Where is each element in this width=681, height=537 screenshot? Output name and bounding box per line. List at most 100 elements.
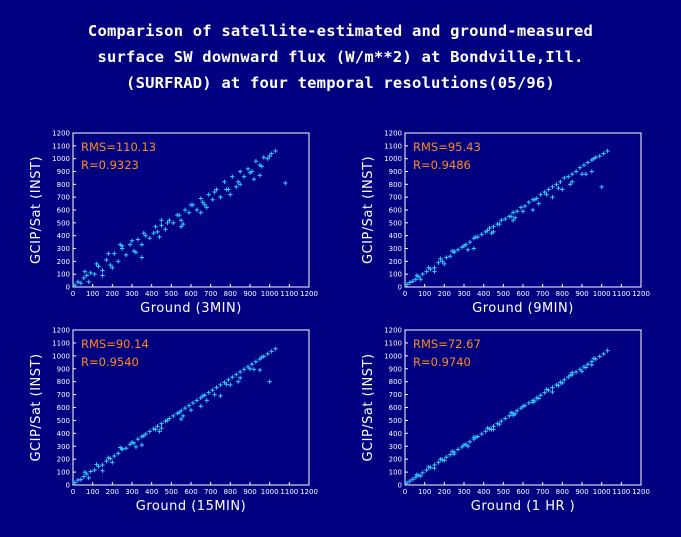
data-point xyxy=(273,346,278,351)
data-point xyxy=(269,349,274,354)
x-tick-label: 100 xyxy=(86,488,99,496)
data-point xyxy=(153,224,158,229)
data-point xyxy=(204,398,209,403)
data-point xyxy=(432,466,437,471)
plot-frame xyxy=(72,329,310,486)
data-point xyxy=(237,375,243,380)
data-point xyxy=(410,476,416,482)
data-point xyxy=(556,185,561,191)
data-point xyxy=(180,413,186,419)
data-point xyxy=(491,224,496,229)
data-point xyxy=(106,251,111,256)
data-point xyxy=(569,179,575,184)
data-point xyxy=(465,247,471,252)
data-point xyxy=(562,175,567,181)
data-point xyxy=(512,411,518,417)
data-point xyxy=(112,453,117,459)
data-point xyxy=(573,169,579,174)
y-tick-label: 800 xyxy=(57,181,70,189)
data-point xyxy=(81,275,87,281)
data-point xyxy=(566,174,571,179)
y-tick-label: 200 xyxy=(57,258,70,266)
data-point xyxy=(236,179,241,184)
r-annotation: R=0.9323 xyxy=(81,158,139,172)
x-tick-label: 800 xyxy=(556,290,569,298)
data-point xyxy=(483,429,488,434)
data-point xyxy=(108,456,113,461)
x-tick-label: 800 xyxy=(224,290,237,298)
data-point xyxy=(214,187,219,192)
x-tick-label: 200 xyxy=(106,488,119,496)
data-point xyxy=(509,214,514,219)
data-point xyxy=(165,418,170,423)
scatter-panel-1: 0 100 200 300 400 500 600 700 800 900 1000 1100 1200… xyxy=(29,130,318,317)
data-point xyxy=(167,218,172,223)
data-point xyxy=(247,366,253,371)
data-point xyxy=(520,209,526,214)
data-point xyxy=(222,179,227,184)
y-tick-label: 400 xyxy=(389,430,402,438)
y-tick-label: 300 xyxy=(389,245,402,253)
y-tick-label: 1100 xyxy=(52,142,70,150)
data-point xyxy=(171,220,176,226)
x-tick-label: 1100 xyxy=(612,488,630,496)
data-point xyxy=(194,398,200,403)
data-point xyxy=(442,458,447,463)
data-point xyxy=(436,260,441,265)
y-tick-label: 200 xyxy=(57,456,70,464)
data-point xyxy=(593,356,598,362)
data-point xyxy=(499,418,504,424)
data-point xyxy=(426,464,431,470)
data-point xyxy=(283,180,288,186)
x-axis-label: Ground (1 HR ) xyxy=(471,499,575,514)
data-point xyxy=(428,465,433,470)
data-point xyxy=(532,197,537,202)
data-point xyxy=(499,218,504,223)
data-point xyxy=(573,369,579,375)
data-point xyxy=(159,218,164,223)
y-tick-label: 600 xyxy=(57,207,70,215)
data-point xyxy=(218,194,223,200)
data-point xyxy=(605,148,610,154)
x-tick-label: 600 xyxy=(516,290,529,298)
x-tick-label: 800 xyxy=(556,488,569,496)
y-tick-label: 200 xyxy=(389,258,402,266)
x-tick-label: 1100 xyxy=(280,488,298,496)
data-point xyxy=(550,184,555,190)
data-point xyxy=(129,238,135,243)
data-point xyxy=(509,410,514,415)
data-points xyxy=(72,148,288,288)
y-tick-label: 800 xyxy=(389,181,402,189)
data-point xyxy=(75,279,81,285)
data-point xyxy=(135,436,141,442)
y-tick-label: 0 xyxy=(398,284,402,292)
data-point xyxy=(444,455,449,460)
data-point xyxy=(78,477,84,482)
data-point xyxy=(123,445,129,451)
data-point xyxy=(426,265,431,270)
x-axis-label: Ground (15MIN) xyxy=(136,499,246,514)
data-point xyxy=(407,280,413,285)
data-point xyxy=(147,236,152,241)
data-point xyxy=(404,282,410,287)
data-point xyxy=(198,210,204,215)
data-point xyxy=(100,462,105,468)
data-point xyxy=(194,207,200,213)
data-point xyxy=(536,396,541,401)
data-point xyxy=(265,351,270,357)
data-point xyxy=(591,156,596,161)
data-point xyxy=(550,385,555,390)
y-tick-label: 100 xyxy=(389,469,402,477)
data-point xyxy=(190,400,196,406)
data-point xyxy=(218,382,223,388)
data-point xyxy=(210,197,215,202)
data-point xyxy=(188,202,194,208)
data-point xyxy=(106,455,111,461)
data-point xyxy=(538,192,543,197)
x-tick-label: 200 xyxy=(106,290,119,298)
data-point xyxy=(135,237,141,242)
data-point xyxy=(495,421,500,426)
y-tick-label: 1200 xyxy=(52,130,70,138)
y-tick-label: 0 xyxy=(66,284,70,292)
data-points xyxy=(72,346,278,485)
